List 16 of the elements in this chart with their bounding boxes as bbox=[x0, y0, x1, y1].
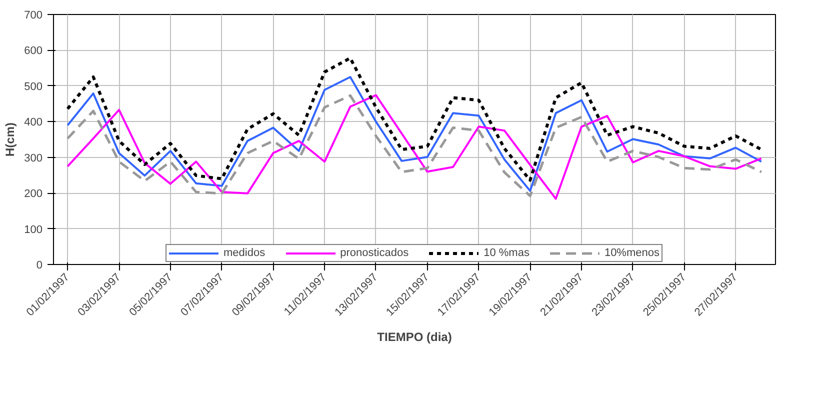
y-tick-label: 100 bbox=[24, 224, 43, 236]
legend-label: medidos bbox=[224, 247, 266, 259]
y-tick-label: 700 bbox=[24, 10, 43, 22]
y-tick-label: 300 bbox=[24, 152, 43, 164]
legend-label: 10%menos bbox=[604, 247, 660, 259]
y-tick-label: 600 bbox=[24, 45, 43, 58]
line-series bbox=[66, 56, 763, 182]
y-axis-title: H(cm) bbox=[3, 122, 18, 156]
legend-label: 10 %mas bbox=[484, 247, 530, 259]
y-tick-label: 400 bbox=[24, 116, 43, 129]
line-series bbox=[66, 76, 762, 192]
x-axis-title: TIEMPO (dia) bbox=[377, 330, 452, 344]
y-tick-label: 500 bbox=[24, 80, 43, 93]
legend-label: pronosticados bbox=[340, 247, 409, 259]
y-tick-label: 0 bbox=[36, 260, 43, 272]
y-tick-label: 200 bbox=[24, 188, 43, 200]
